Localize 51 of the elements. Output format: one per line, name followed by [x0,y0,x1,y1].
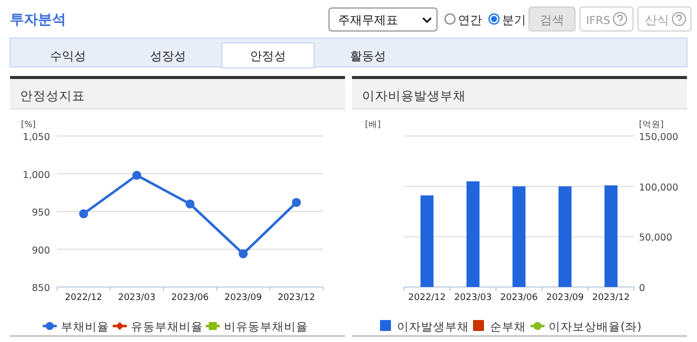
text: IFRS [586,14,610,27]
legend-label: 이자발생부채 [397,320,469,334]
point [186,199,194,208]
text: 수익성 [50,49,86,63]
legend-label: 비유동부채비율 [224,320,308,334]
text: 주재무제표 [338,13,398,27]
legend-label: 유동부채비율 [130,320,203,334]
text: 안정성 [250,49,286,63]
x-tick-label: 2023/06 [171,293,209,303]
bar [420,195,434,287]
legend-label: 이자보상배율(좌) [548,320,642,334]
y2-axis-title: [억원] [639,120,664,130]
text: 산식 [645,13,669,27]
x-tick-label: 2023/09 [224,293,262,303]
y2-tick-label: 50,000 [639,232,672,244]
x-tick-label: 2023/12 [592,293,630,303]
legend-label: 부채비율 [60,320,109,334]
point [238,249,248,258]
text: 연간 [458,13,482,27]
point [132,170,142,180]
text: 투자분석 [10,12,66,28]
text: 성장성 [150,49,186,63]
x-tick-label: 2023/03 [454,293,492,303]
y-axis-title: [배] [365,120,381,130]
bar [558,186,572,287]
y-tick-label: 900 [32,245,50,256]
chart-title: 이자비용발생부채 [362,88,466,103]
bar [466,181,480,287]
text: 검색 [540,13,564,27]
y-tick-label: 850 [32,283,50,294]
bar [604,185,618,287]
y-axis-title: [%] [21,120,36,130]
y2-tick-label: 0 [639,283,646,294]
bar [512,186,526,287]
y-tick-label: 950 [32,208,50,218]
text: 활동성 [350,49,386,63]
x-tick-label: 2023/09 [546,293,584,303]
point [292,198,301,207]
legend-label: 순부채 [490,320,526,334]
y2-tick-label: 150,000 [639,132,678,143]
x-tick-label: 2023/03 [118,293,156,303]
y2-tick-label: 100,000 [639,182,678,194]
x-tick-label: 2023/12 [278,293,316,303]
x-tick-label: 2023/06 [500,293,538,303]
chart-title: 안정성지표 [20,88,85,103]
x-tick-label: 2022/12 [64,293,102,303]
y-tick-label: 1,000 [22,170,50,181]
y-tick-label: 1,050 [22,132,50,143]
text: 분기 [502,13,526,27]
x-tick-label: 2022/12 [408,293,446,303]
point [79,209,88,218]
